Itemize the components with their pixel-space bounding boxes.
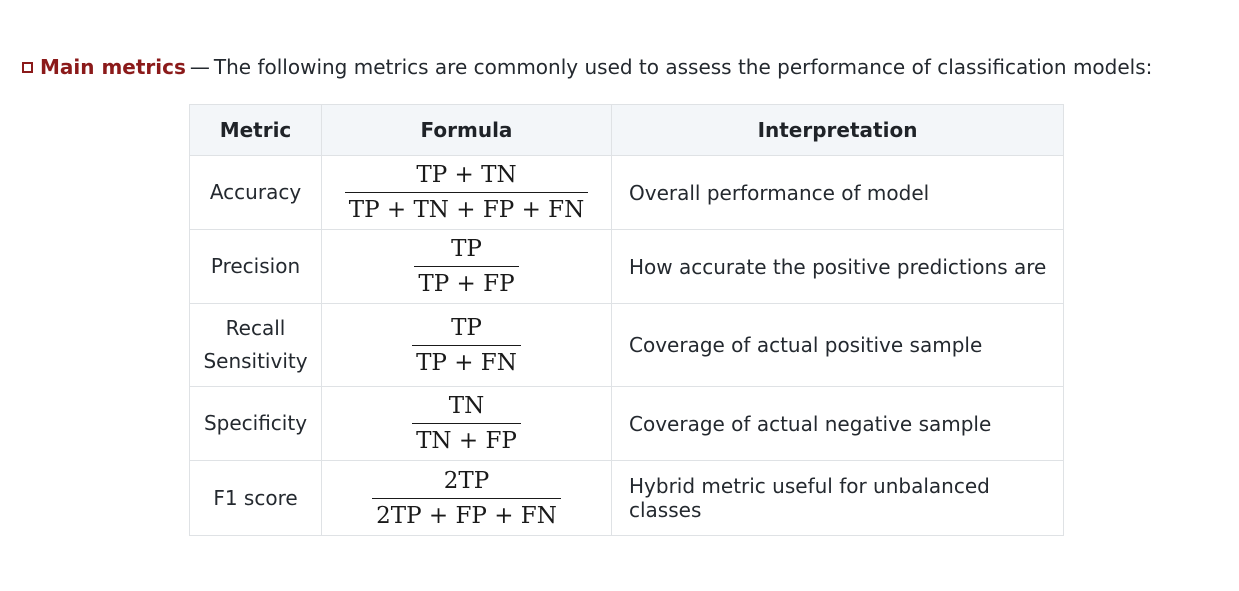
header-interpretation: Interpretation: [611, 104, 1064, 156]
section-label: Main metrics: [40, 55, 186, 79]
formula-numerator: TN: [448, 393, 485, 419]
metric-name: Precision: [210, 254, 301, 278]
metric-name: Specificity: [203, 411, 308, 435]
formula-fraction: TP + TN TP + TN + FP + FN: [344, 161, 589, 224]
formula-fraction: TP TP + FP: [414, 235, 519, 298]
interpretation-text: Coverage of actual positive sample: [629, 333, 983, 357]
formula-fraction: TN TN + FP: [412, 392, 521, 455]
intro-text: The following metrics are commonly used …: [213, 55, 1153, 79]
interpretation-text: How accurate the positive predictions ar…: [629, 254, 1047, 279]
formula-cell: TP TP + FP: [321, 229, 612, 304]
header-metric: Metric: [189, 104, 322, 156]
interpretation-cell: Overall performance of model: [611, 155, 1064, 230]
formula-fraction: 2TP 2TP + FP + FN: [372, 467, 561, 530]
table-row: Recall Sensitivity TP TP + FN Coverage o…: [189, 303, 1064, 387]
table-row: Accuracy TP + TN TP + TN + FP + FN Overa…: [189, 155, 1064, 230]
metric-name-secondary: Sensitivity: [203, 349, 308, 373]
intro-line: Main metrics — The following metrics are c…: [22, 52, 1152, 82]
metric-name: Recall: [225, 316, 286, 340]
metric-name-cell: Recall Sensitivity: [189, 303, 322, 387]
metric-name: F1 score: [213, 485, 298, 510]
formula-numerator: TP + TN: [416, 162, 517, 188]
interpretation-cell: Coverage of actual positive sample: [611, 303, 1064, 387]
table-row: Precision TP TP + FP How accurate the po…: [189, 229, 1064, 304]
formula-denominator: 2TP + FP + FN: [372, 497, 561, 530]
interpretation-cell: How accurate the positive predictions ar…: [611, 229, 1064, 304]
table-row: Specificity TN TN + FP Coverage of actua…: [189, 386, 1064, 461]
formula-numerator: TP: [451, 236, 482, 262]
formula-numerator: TP: [451, 314, 482, 341]
formula-denominator: TP + FP: [414, 266, 519, 298]
checkbox-square-icon: [22, 62, 33, 73]
formula-cell: TP TP + FN: [321, 303, 612, 387]
formula-fraction: TP TP + FN: [412, 314, 521, 377]
interpretation-cell: Coverage of actual negative sample: [611, 386, 1064, 461]
formula-denominator: TN + FP: [412, 423, 521, 455]
metrics-table: Metric Formula Interpretation Accuracy T…: [189, 104, 1064, 536]
metric-name-cell: F1 score: [189, 460, 322, 536]
formula-cell: TP + TN TP + TN + FP + FN: [321, 155, 612, 230]
interpretation-cell: Hybrid metric useful for unbalanced clas…: [611, 460, 1064, 536]
metric-name-cell: Specificity: [189, 386, 322, 461]
formula-cell: TN TN + FP: [321, 386, 612, 461]
em-dash: —: [189, 55, 210, 79]
metric-name: Accuracy: [209, 180, 302, 204]
table-row: F1 score 2TP 2TP + FP + FN Hybrid metric…: [189, 460, 1064, 536]
interpretation-text: Coverage of actual negative sample: [629, 411, 992, 436]
interpretation-text: Hybrid metric useful for unbalanced clas…: [629, 474, 990, 522]
header-formula: Formula: [321, 104, 612, 156]
interpretation-text: Overall performance of model: [629, 180, 930, 205]
metric-name-cell: Accuracy: [189, 155, 322, 230]
formula-cell: 2TP 2TP + FP + FN: [321, 460, 612, 536]
table-header-row: Metric Formula Interpretation: [189, 104, 1064, 156]
formula-denominator: TP + TN + FP + FN: [344, 192, 589, 224]
metric-name-cell: Precision: [189, 229, 322, 304]
formula-denominator: TP + FN: [412, 344, 521, 377]
formula-numerator: 2TP: [443, 467, 490, 494]
